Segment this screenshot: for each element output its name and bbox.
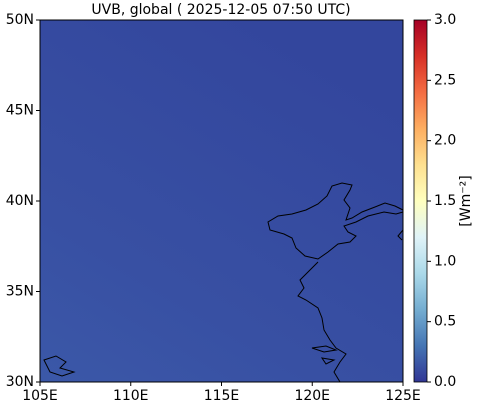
y-tick-label: 50N	[6, 12, 34, 28]
colorbar-tick-label: 1.5	[434, 193, 456, 209]
colorbar-tick-label: 2.5	[434, 72, 456, 88]
colorbar	[413, 19, 428, 383]
colorbar-tick-label: 0.5	[434, 314, 456, 330]
x-tick-label: 115E	[204, 388, 240, 404]
x-tick-label: 120E	[294, 388, 330, 404]
colorbar-tick-label: 3.0	[434, 12, 456, 28]
x-tick-label: 125E	[385, 388, 421, 404]
y-tick-label: 35N	[6, 284, 34, 300]
x-tick-label: 105E	[22, 388, 58, 404]
x-tick-label: 110E	[113, 388, 149, 404]
colorbar-tick-label: 2.0	[434, 133, 456, 149]
y-tick-label: 40N	[6, 193, 34, 209]
coastline	[43, 182, 404, 383]
colorbar-tick-label: 1.0	[434, 253, 456, 269]
y-tick-label: 45N	[6, 103, 34, 119]
uvb-field	[40, 20, 403, 382]
colorbar-label: [Wm⁻²]	[458, 175, 474, 226]
map-title: UVB, global ( 2025-12-05 07:50 UTC)	[91, 2, 350, 18]
y-tick-label: 30N	[6, 374, 34, 390]
colorbar-tick-label: 0.0	[434, 374, 456, 390]
